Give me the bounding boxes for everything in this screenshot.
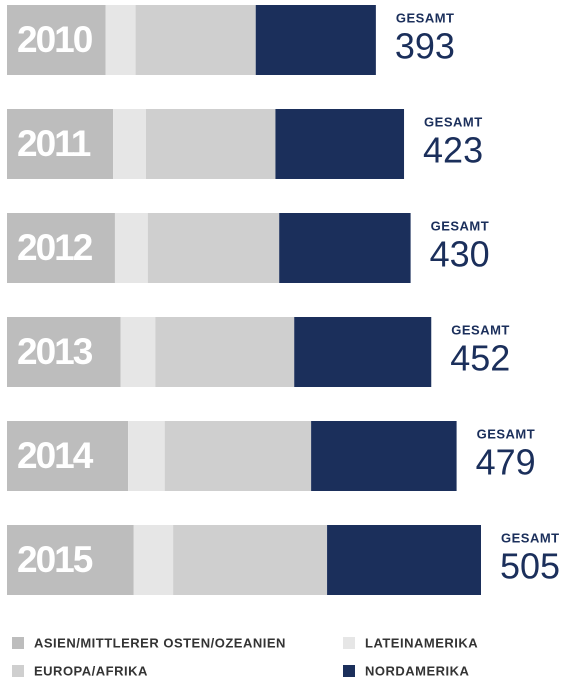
total-value: 423	[423, 130, 483, 171]
bar-segment	[173, 525, 328, 595]
bar-segment	[135, 5, 256, 75]
bar-segment	[120, 317, 156, 387]
total-value: 393	[395, 26, 455, 67]
bar-segment	[7, 213, 115, 283]
legend-label: LATEINAMERIKA	[365, 635, 478, 650]
year-label: 2014	[17, 435, 94, 476]
year-label: 2013	[17, 331, 93, 372]
total-caption: GESAMT	[501, 530, 560, 545]
bar-segment	[7, 421, 129, 491]
year-label: 2010	[17, 19, 93, 60]
total-value: 479	[476, 442, 536, 483]
total-caption: GESAMT	[396, 10, 455, 25]
bar-segment	[114, 213, 148, 283]
bar-segment	[311, 421, 457, 491]
total-value: 430	[430, 234, 490, 275]
bar-segment	[133, 525, 174, 595]
bar-segment	[294, 317, 432, 387]
bar-segment	[128, 421, 165, 491]
legend-swatch	[343, 665, 355, 677]
year-label: 2012	[17, 227, 93, 268]
year-label: 2015	[17, 539, 93, 580]
total-value: 505	[500, 546, 560, 587]
total-caption: GESAMT	[431, 218, 490, 233]
legend-label: NORDAMERIKA	[365, 663, 470, 678]
bar-segment	[164, 421, 312, 491]
bar-segment	[105, 5, 136, 75]
bar-segment	[279, 213, 411, 283]
total-caption: GESAMT	[451, 322, 510, 337]
legend-swatch	[12, 637, 24, 649]
legend-swatch	[12, 665, 24, 677]
bar-segment	[255, 5, 376, 75]
total-caption: GESAMT	[477, 426, 536, 441]
bar-segment	[147, 213, 280, 283]
bar-segment	[7, 109, 114, 179]
bar-segment	[7, 5, 106, 75]
bar-segment	[275, 109, 405, 179]
bar-segment	[7, 317, 121, 387]
legend-label: EUROPA/AFRIKA	[34, 663, 148, 678]
bar-segment	[113, 109, 146, 179]
bar-segment	[155, 317, 295, 387]
legend-swatch	[343, 637, 355, 649]
total-caption: GESAMT	[424, 114, 483, 129]
bar-segment	[7, 525, 134, 595]
bar-segment	[327, 525, 481, 595]
year-label: 2011	[17, 123, 91, 164]
bar-segment	[145, 109, 276, 179]
total-value: 452	[450, 338, 510, 379]
legend-label: ASIEN/MITTLERER OSTEN/OZEANIEN	[34, 635, 286, 650]
